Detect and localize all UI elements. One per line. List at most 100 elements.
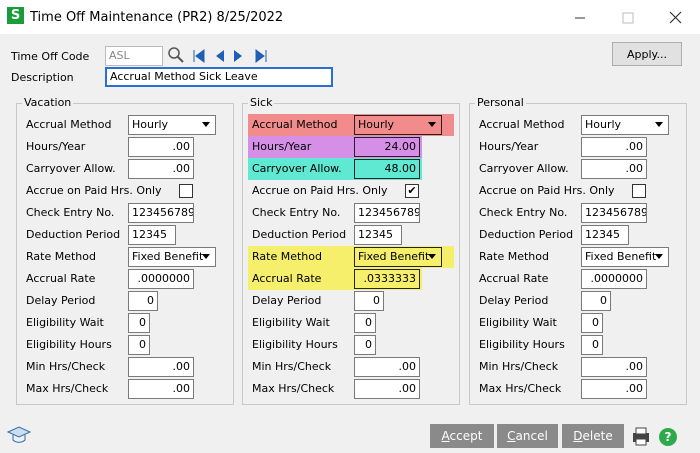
window-controls[interactable] [570, 6, 695, 30]
text-input[interactable]: 12345 [354, 225, 402, 245]
dropdown[interactable]: Hourly [354, 115, 442, 135]
text-input[interactable]: 0 [354, 291, 384, 311]
field-label: Eligibility Wait [479, 316, 557, 329]
text-input[interactable]: .00 [581, 379, 647, 399]
text-input[interactable]: .00 [581, 357, 647, 377]
dropdown[interactable]: Fixed Benefit [128, 247, 216, 267]
text-input[interactable]: .00 [581, 137, 647, 157]
field-label: Rate Method [479, 250, 549, 263]
text-input[interactable]: 0 [128, 335, 150, 355]
text-input[interactable]: .00 [581, 159, 647, 179]
group-box: Personal [469, 96, 687, 405]
window-title: Time Off Maintenance (PR2) 8/25/2022 [30, 10, 284, 25]
text-input[interactable]: .00 [354, 357, 420, 377]
field-label: Hours/Year [252, 140, 312, 153]
highlight [248, 114, 454, 136]
help-cap-icon[interactable] [6, 424, 32, 446]
text-input[interactable]: 0 [128, 313, 150, 333]
apply-button[interactable]: Apply... [612, 42, 682, 66]
field-label: Min Hrs/Check [479, 360, 559, 373]
checkbox[interactable] [632, 184, 646, 198]
field-label: Deduction Period [252, 228, 347, 241]
field-label: Deduction Period [26, 228, 121, 241]
action-button[interactable]: Delete [562, 424, 624, 448]
field-label: Hours/Year [26, 140, 86, 153]
field-label: Eligibility Hours [26, 338, 112, 351]
dropdown-arrow [202, 254, 210, 259]
field-label: Rate Method [252, 250, 322, 263]
field-label: Delay Period [26, 294, 96, 307]
dropdown[interactable]: Fixed Benefit [581, 247, 669, 267]
checkbox[interactable] [179, 184, 193, 198]
field-label: Carryover Allow. [26, 162, 116, 175]
text-input[interactable]: 123456789 [128, 203, 194, 223]
dropdown-arrow [655, 122, 663, 127]
highlight [248, 136, 422, 158]
title-bar [0, 0, 700, 34]
highlight [248, 158, 422, 180]
text-input[interactable]: .0000000 [128, 269, 194, 289]
field-label: Hours/Year [479, 140, 539, 153]
field-label: Accrue on Paid Hrs. Only [26, 184, 162, 197]
group-title: Vacation [22, 96, 74, 109]
text-input[interactable]: 0 [581, 313, 603, 333]
text-input[interactable]: 0 [581, 335, 603, 355]
dropdown-arrow [428, 254, 436, 259]
app-icon: S [7, 7, 24, 24]
checkbox[interactable]: ✔ [405, 184, 419, 198]
text-input[interactable]: .00 [128, 379, 194, 399]
group-title: Sick [248, 96, 275, 109]
field-label: Eligibility Hours [479, 338, 565, 351]
field-label: Accrual Rate [479, 272, 549, 285]
text-input[interactable]: 0 [128, 291, 158, 311]
group-box: Vacation [16, 96, 234, 405]
dropdown[interactable]: Fixed Benefit [354, 247, 442, 267]
text-input[interactable]: 0 [581, 291, 611, 311]
dropdown-arrow [202, 122, 210, 127]
dropdown[interactable]: Hourly [581, 115, 669, 135]
field-label: Min Hrs/Check [26, 360, 106, 373]
action-button[interactable]: Cancel [497, 424, 558, 448]
dropdown[interactable]: Hourly [128, 115, 216, 135]
text-input[interactable]: .00 [128, 137, 194, 157]
field-label: Carryover Allow. [252, 162, 342, 175]
field-label: Max Hrs/Check [26, 382, 109, 395]
field-label: Eligibility Wait [252, 316, 330, 329]
text-input[interactable]: .0000000 [581, 269, 647, 289]
code-input[interactable]: ASL [105, 46, 163, 66]
field-label: Eligibility Hours [252, 338, 338, 351]
text-input[interactable]: 48.00 [354, 159, 420, 179]
description-input[interactable]: Accrual Method Sick Leave [105, 67, 333, 87]
text-input[interactable]: 0 [354, 313, 376, 333]
action-button[interactable]: Accept [430, 424, 494, 448]
text-input[interactable]: .00 [128, 159, 194, 179]
field-label: Accrue on Paid Hrs. Only [479, 184, 615, 197]
field-label: Check Entry No. [479, 206, 568, 219]
field-label: Accrual Method [26, 118, 112, 131]
text-input[interactable]: 12345 [128, 225, 176, 245]
text-input[interactable]: 123456789 [354, 203, 420, 223]
lookup-nav[interactable] [166, 44, 276, 68]
text-input[interactable]: .00 [354, 379, 420, 399]
svg-text:?: ? [665, 430, 672, 444]
text-input[interactable]: 0 [354, 335, 376, 355]
text-input[interactable]: .00 [128, 357, 194, 377]
group-title: Personal [475, 96, 526, 109]
field-label: Accrue on Paid Hrs. Only [252, 184, 388, 197]
field-label: Max Hrs/Check [479, 382, 562, 395]
text-input[interactable]: 123456789 [581, 203, 647, 223]
field-label: Delay Period [479, 294, 549, 307]
text-input[interactable]: 12345 [581, 225, 629, 245]
field-label: Carryover Allow. [479, 162, 569, 175]
dropdown-arrow [655, 254, 663, 259]
field-label: Max Hrs/Check [252, 382, 335, 395]
field-label: Deduction Period [479, 228, 574, 241]
field-label: Accrual Method [252, 118, 338, 131]
print-help-icons[interactable]: ? [630, 425, 690, 449]
group-box: Sick [242, 96, 460, 405]
field-label: Rate Method [26, 250, 96, 263]
text-input[interactable]: 24.00 [354, 137, 420, 157]
text-input[interactable]: .0333333 [354, 269, 420, 289]
highlight [248, 246, 454, 268]
